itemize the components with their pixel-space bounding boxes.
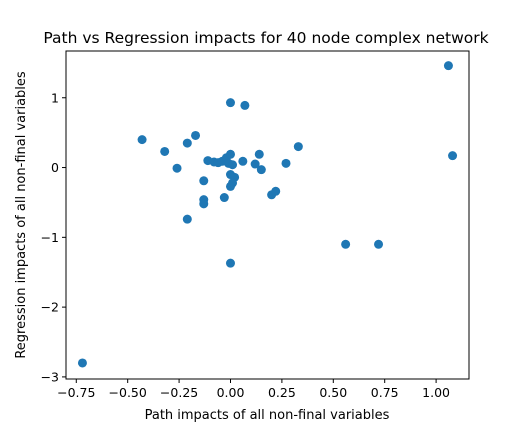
y-tick-label: 0 xyxy=(51,160,59,175)
scatter-point xyxy=(254,149,264,159)
x-tick-label: 0.50 xyxy=(319,385,347,400)
scatter-point xyxy=(199,199,209,209)
scatter-point xyxy=(172,163,182,173)
scatter-point xyxy=(191,130,201,140)
y-axis-label: Regression impacts of all non-final vari… xyxy=(14,71,29,359)
scatter-point xyxy=(250,159,260,169)
y-tick-label: −1 xyxy=(41,230,59,245)
x-tick-label: −0.50 xyxy=(109,385,147,400)
scatter-point xyxy=(182,214,192,224)
scatter-point xyxy=(225,181,235,191)
scatter-point xyxy=(160,146,170,156)
y-tick-label: 1 xyxy=(51,90,59,105)
scatter-point xyxy=(341,239,351,249)
y-tick-label: −2 xyxy=(41,300,59,315)
scatter-point xyxy=(271,186,281,196)
scatter-point xyxy=(374,239,384,249)
x-tick-label: −0.75 xyxy=(57,385,95,400)
plot-frame xyxy=(65,50,470,380)
x-tick-label: −0.25 xyxy=(160,385,198,400)
data-points xyxy=(77,61,458,368)
scatter-point xyxy=(225,149,235,159)
x-tick-label: 0.25 xyxy=(268,385,296,400)
scatter-point xyxy=(77,358,87,368)
scatter-point xyxy=(199,176,209,186)
scatter-point xyxy=(225,258,235,268)
scatter-point xyxy=(137,135,147,145)
scatter-point xyxy=(240,100,250,110)
x-tick-label: 0.75 xyxy=(371,385,399,400)
x-axis: −0.75 −0.50 −0.25 0.00 0.25 0.50 0.75 1.00 xyxy=(57,379,450,400)
scatter-point xyxy=(293,142,303,152)
y-axis: −3 −2 −1 0 1 xyxy=(41,90,66,384)
chart-title: Path vs Regression impacts for 40 node c… xyxy=(43,29,488,47)
x-tick-label: 1.00 xyxy=(422,385,450,400)
scatter-point xyxy=(219,193,229,203)
scatter-point xyxy=(228,160,238,170)
scatter-point xyxy=(182,138,192,148)
y-tick-label: −3 xyxy=(41,369,59,384)
scatter-point xyxy=(443,61,453,71)
scatter-point xyxy=(225,98,235,108)
scatter-point xyxy=(238,156,248,166)
x-axis-label: Path impacts of all non-final variables xyxy=(145,408,390,423)
scatter-point xyxy=(448,151,458,161)
scatter-point xyxy=(256,165,266,175)
x-tick-label: 0.00 xyxy=(217,385,245,400)
scatter-point xyxy=(281,158,291,168)
